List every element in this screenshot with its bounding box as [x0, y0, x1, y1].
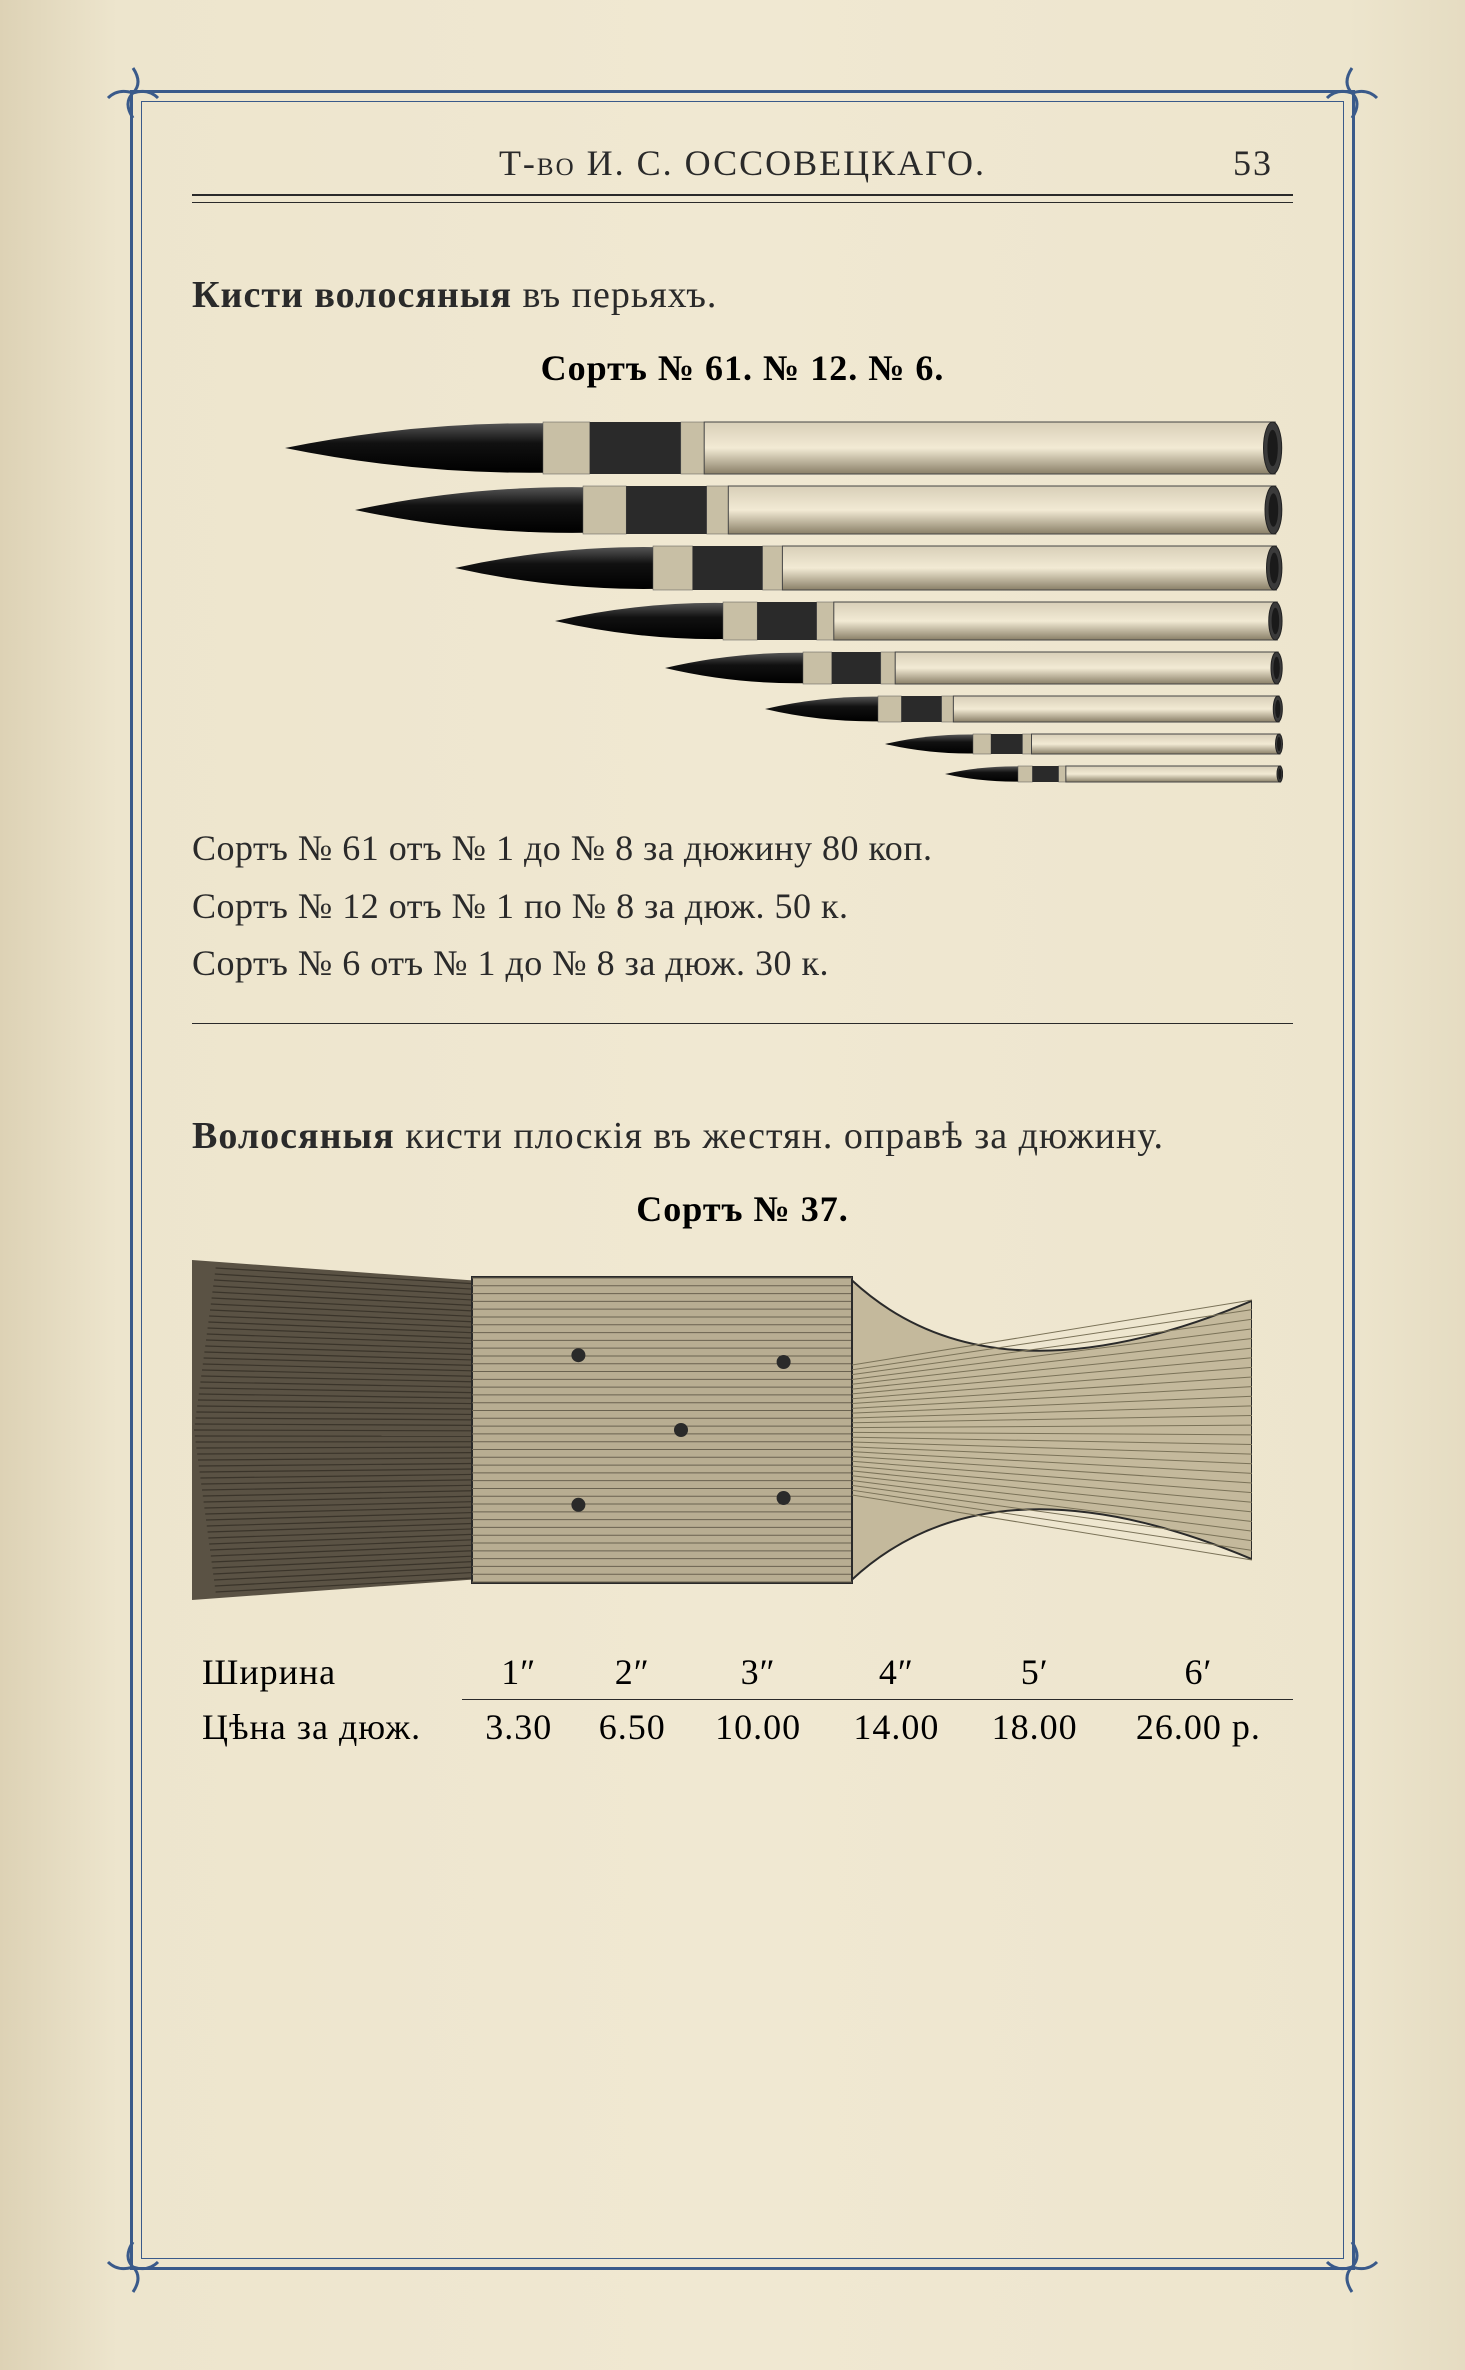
width-cell: 2″	[575, 1645, 688, 1700]
section1-sort: Сортъ № 61. № 12. № 6.	[192, 347, 1293, 389]
round-brush-icon	[763, 693, 1283, 725]
width-cell: 1″	[462, 1645, 575, 1700]
width-cell: 3″	[689, 1645, 827, 1700]
price-cell: 6.50	[575, 1699, 688, 1754]
inner-border: Т-во И. С. ОССОВЕЦКАГО. 53 Кисти волосян…	[141, 101, 1344, 2259]
price-cell: 14.00	[827, 1699, 965, 1754]
round-brushes-illustration	[192, 419, 1293, 785]
round-brush-icon	[453, 543, 1283, 593]
outer-border: Т-во И. С. ОССОВЕЦКАГО. 53 Кисти волосян…	[130, 90, 1355, 2270]
width-cell: 6′	[1104, 1645, 1293, 1700]
price-cell: 10.00	[689, 1699, 827, 1754]
section2-sort: Сортъ № 37.	[192, 1188, 1293, 1230]
flat-brush-illustration	[192, 1260, 1293, 1605]
price-line: Сортъ № 61 отъ № 1 до № 8 за дюжину 80 к…	[192, 820, 1293, 878]
round-brush-icon	[883, 731, 1283, 757]
price-cell: 26.00 р.	[1104, 1699, 1293, 1754]
round-brush-icon	[943, 763, 1283, 785]
section2-title: Волосяныя кисти плоскія въ жестян. оправ…	[192, 1114, 1293, 1158]
width-cell: 4″	[827, 1645, 965, 1700]
page-header: Т-во И. С. ОССОВЕЦКАГО. 53	[192, 142, 1293, 184]
round-brush-icon	[663, 649, 1283, 687]
price-line: Сортъ № 12 отъ № 1 по № 8 за дюж. 50 к.	[192, 878, 1293, 936]
price-table: Ширина 1″ 2″ 3″ 4″ 5′ 6′ Цѣна за дюж. 3.…	[192, 1645, 1293, 1754]
table-row: Ширина 1″ 2″ 3″ 4″ 5′ 6′	[192, 1645, 1293, 1700]
price-cell: 18.00	[966, 1699, 1104, 1754]
catalog-page: Т-во И. С. ОССОВЕЦКАГО. 53 Кисти волосян…	[0, 0, 1465, 2370]
page-number: 53	[1213, 142, 1273, 184]
section-divider	[192, 1023, 1293, 1024]
width-cell: 5′	[966, 1645, 1104, 1700]
row-label: Цѣна за дюж.	[192, 1699, 462, 1754]
round-brush-icon	[283, 419, 1283, 477]
price-cell: 3.30	[462, 1699, 575, 1754]
company-name: Т-во И. С. ОССОВЕЦКАГО.	[272, 142, 1213, 184]
table-row: Цѣна за дюж. 3.30 6.50 10.00 14.00 18.00…	[192, 1699, 1293, 1754]
section1-prices: Сортъ № 61 отъ № 1 до № 8 за дюжину 80 к…	[192, 820, 1293, 993]
round-brush-icon	[353, 483, 1283, 537]
header-rule	[192, 194, 1293, 203]
section1-title: Кисти волосяныя въ перьяхъ.	[192, 273, 1293, 317]
price-line: Сортъ № 6 отъ № 1 до № 8 за дюж. 30 к.	[192, 935, 1293, 993]
row-label: Ширина	[192, 1645, 462, 1700]
round-brush-icon	[553, 599, 1283, 643]
